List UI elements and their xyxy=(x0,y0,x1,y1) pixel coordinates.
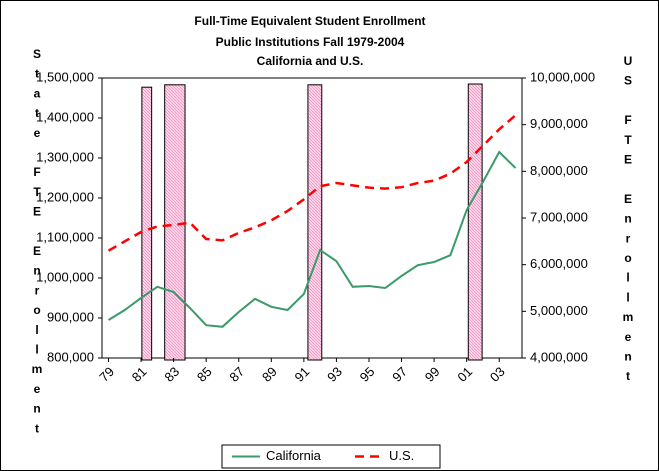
y2-tick-label: 7,000,000 xyxy=(530,209,588,224)
series-line xyxy=(107,114,517,252)
y-tick-label: 1,000,000 xyxy=(36,269,94,284)
y-tick-label: 900,000 xyxy=(47,309,94,324)
chart-title: California and U.S. xyxy=(257,54,364,68)
shaded-period xyxy=(141,86,153,361)
shaded-period xyxy=(467,83,483,361)
y2-tick-label: 6,000,000 xyxy=(530,256,588,271)
y2-tick-label: 8,000,000 xyxy=(530,163,588,178)
y-tick-label: 1,400,000 xyxy=(36,109,94,124)
series-line xyxy=(107,150,517,328)
y-tick-label: 1,100,000 xyxy=(36,229,94,244)
chart-title: Public Institutions Fall 1979-2004 xyxy=(216,35,405,49)
chart-title: Full-Time Equivalent Student Enrollment xyxy=(194,14,425,28)
shaded-period xyxy=(164,84,186,361)
y2-tick-label: 5,000,000 xyxy=(530,303,588,318)
shaded-period xyxy=(307,84,323,361)
legend-box xyxy=(221,444,441,469)
y2-tick-label: 4,000,000 xyxy=(530,349,588,364)
y-tick-label: 1,200,000 xyxy=(36,189,94,204)
y-tick-label: 800,000 xyxy=(47,349,94,364)
y-tick-label: 1,500,000 xyxy=(36,69,94,84)
legend-label: U.S. xyxy=(389,448,414,463)
legend-label: California xyxy=(266,448,322,463)
y-tick-label: 1,300,000 xyxy=(36,149,94,164)
y2-tick-label: 10,000,000 xyxy=(530,69,595,84)
y2-tick-label: 9,000,000 xyxy=(530,116,588,131)
